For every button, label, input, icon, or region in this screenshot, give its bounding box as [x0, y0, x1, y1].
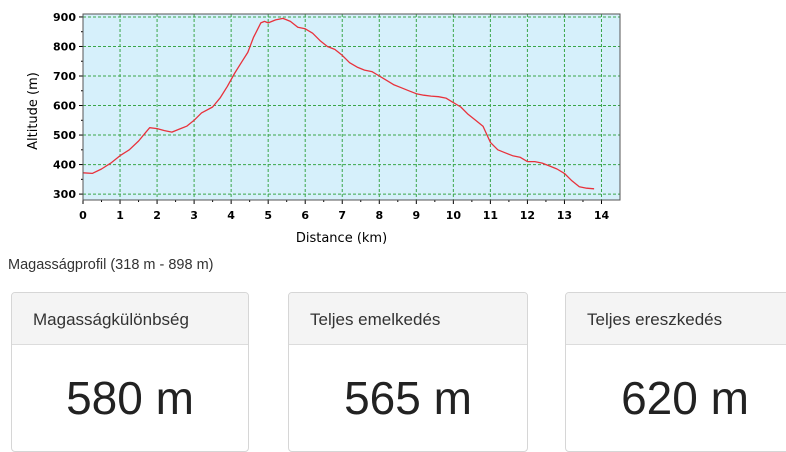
x-tick-label: 0 — [79, 209, 87, 222]
y-tick-label: 700 — [53, 70, 76, 83]
x-tick-label: 8 — [375, 209, 383, 222]
x-tick-label: 1 — [116, 209, 124, 222]
stat-value: 580 m — [66, 372, 194, 424]
x-tick-label: 4 — [227, 209, 235, 222]
x-tick-label: 5 — [264, 209, 272, 222]
x-tick-label: 10 — [446, 209, 462, 222]
stat-label: Magasságkülönbség — [12, 293, 248, 345]
stat-label: Teljes ereszkedés — [566, 293, 786, 345]
x-tick-label: 3 — [190, 209, 198, 222]
x-axis-title: Distance (km) — [296, 231, 387, 246]
stat-value: 565 m — [344, 372, 472, 424]
y-tick-label: 800 — [53, 40, 76, 53]
x-tick-label: 2 — [153, 209, 161, 222]
y-axis-title: Altitude (m) — [26, 72, 41, 150]
y-tick-label: 500 — [53, 129, 76, 142]
elevation-chart: 0 1 2 3 4 5 6 7 8 9 10 11 12 13 14 300 400 500 600 700 800 90… — [0, 0, 640, 252]
stat-card-total-descent: Teljes ereszkedés 620 m — [565, 292, 786, 452]
y-tick-label: 600 — [53, 100, 76, 113]
y-tick-label: 400 — [53, 159, 76, 172]
stat-card-total-ascent: Teljes emelkedés 565 m — [288, 292, 528, 452]
x-tick-label: 12 — [520, 209, 535, 222]
x-tick-label: 6 — [301, 209, 309, 222]
x-tick-label: 13 — [557, 209, 572, 222]
elevation-chart-svg: 0 1 2 3 4 5 6 7 8 9 10 11 12 13 1430040050060070080090… — [26, 11, 621, 246]
elevation-line — [82, 17, 595, 190]
plot-frame — [82, 13, 621, 201]
elevation-profile-caption: Magasságprofil (318 m - 898 m) — [8, 257, 214, 273]
x-tick-label: 14 — [594, 209, 610, 222]
y-tick-label: 900 — [53, 11, 76, 24]
plot-background — [83, 14, 620, 200]
x-tick-label: 7 — [338, 209, 346, 222]
stat-card-elevation-difference: Magasságkülönbség 580 m — [11, 292, 249, 452]
x-tick-label: 11 — [483, 209, 498, 222]
x-tick-label: 9 — [412, 209, 420, 222]
stat-label: Teljes emelkedés — [289, 293, 527, 345]
y-tick-label: 300 — [53, 188, 76, 201]
stat-value: 620 m — [621, 372, 749, 424]
